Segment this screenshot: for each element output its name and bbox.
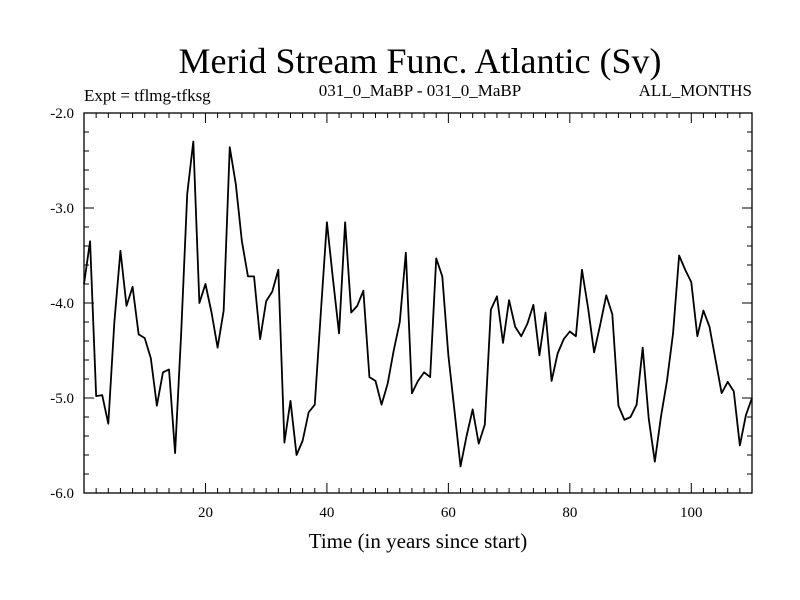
months-label: ALL_MONTHS bbox=[639, 81, 752, 100]
chart-title: Merid Stream Func. Atlantic (Sv) bbox=[179, 41, 662, 81]
x-tick-label: 20 bbox=[198, 505, 213, 521]
x-axis-label: Time (in years since start) bbox=[309, 529, 528, 553]
x-tick-label: 40 bbox=[319, 505, 334, 521]
x-tick-label: 100 bbox=[680, 505, 703, 521]
experiment-label: Expt = tflmg-tfksg bbox=[84, 86, 211, 105]
y-tick-label: -3.0 bbox=[50, 201, 74, 217]
series-line bbox=[83, 140, 753, 468]
x-tick-label: 80 bbox=[562, 505, 577, 521]
y-tick-label: -6.0 bbox=[50, 486, 74, 502]
comparison-label: 031_0_MaBP - 031_0_MaBP bbox=[319, 81, 521, 100]
y-tick-label: -5.0 bbox=[50, 391, 74, 407]
x-tick-label: 60 bbox=[441, 505, 456, 521]
y-tick-label: -4.0 bbox=[50, 296, 74, 312]
y-tick-label: -2.0 bbox=[50, 106, 74, 122]
axes: 20 40 60 80 100 -2.0 -3.0 -4.0 -5.0 -6.0 bbox=[50, 106, 753, 521]
